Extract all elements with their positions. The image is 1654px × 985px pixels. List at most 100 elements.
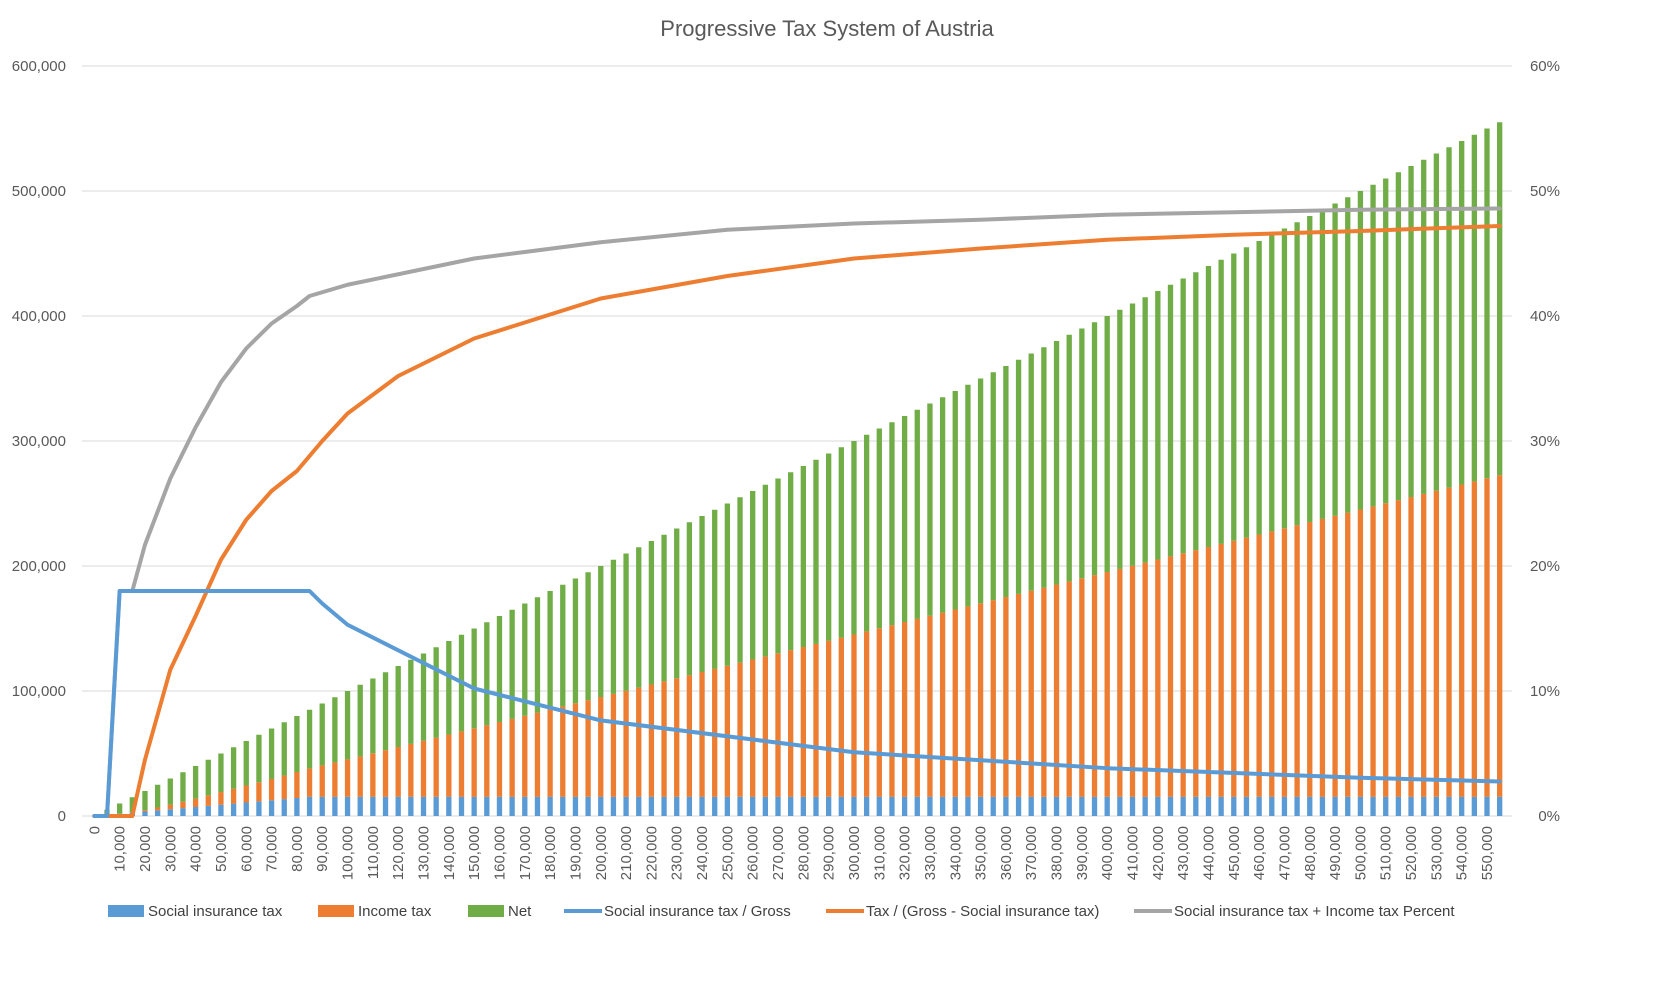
- bar-social-insurance-tax: [1155, 796, 1161, 816]
- bar-net: [116, 803, 123, 814]
- x-tick-label: 390,000: [1074, 826, 1091, 880]
- bar-social-insurance-tax: [1269, 796, 1275, 816]
- bar-net: [1395, 172, 1402, 501]
- x-tick-label: 240,000: [694, 826, 711, 880]
- bar-social-insurance-tax: [560, 796, 566, 816]
- bar-social-insurance-tax: [1117, 796, 1123, 816]
- bar-income-tax: [863, 631, 870, 797]
- bar-social-insurance-tax: [1193, 796, 1199, 816]
- bar-income-tax: [1041, 587, 1047, 797]
- bar-net: [1433, 153, 1440, 491]
- bar-net: [1281, 228, 1288, 529]
- bar-net: [1497, 122, 1503, 476]
- bar-income-tax: [370, 753, 376, 797]
- bar-social-insurance-tax: [1003, 796, 1009, 816]
- bar-social-insurance-tax: [534, 796, 541, 816]
- bar-income-tax: [813, 643, 819, 797]
- bar-income-tax: [952, 609, 958, 797]
- bar-income-tax: [1345, 512, 1351, 797]
- bar-income-tax: [547, 709, 553, 797]
- bar-income-tax: [1332, 515, 1338, 797]
- bar-net: [572, 578, 579, 704]
- bar-social-insurance-tax: [433, 796, 439, 816]
- x-tick-label: 260,000: [745, 826, 762, 880]
- bar-income-tax: [1433, 490, 1440, 797]
- bar-net: [1028, 353, 1034, 591]
- bar-net: [1471, 134, 1478, 482]
- bar-social-insurance-tax: [1383, 796, 1389, 816]
- line-tax-ratio: [92, 224, 1502, 818]
- x-tick-label: 410,000: [1125, 826, 1142, 880]
- bar-income-tax: [1497, 475, 1503, 797]
- bar-net: [344, 691, 351, 760]
- bar-income-tax: [889, 625, 895, 797]
- bar-income-tax: [825, 640, 832, 797]
- y-right-tick-label: 40%: [1530, 308, 1560, 325]
- bar-income-tax: [762, 656, 769, 797]
- x-tick-label: 460,000: [1251, 826, 1268, 880]
- bar-income-tax: [1079, 578, 1085, 797]
- bar-net: [1193, 272, 1199, 551]
- x-tick-label: 110,000: [365, 826, 382, 879]
- bar-net: [1117, 309, 1123, 569]
- x-tick-label: 340,000: [947, 826, 964, 880]
- bar-social-insurance-tax: [370, 796, 376, 816]
- bar-net: [332, 697, 338, 763]
- bar-income-tax: [306, 768, 313, 797]
- bar-social-insurance-tax: [699, 796, 705, 816]
- bar-social-insurance-tax: [1421, 796, 1427, 816]
- bar-income-tax: [1129, 565, 1136, 797]
- bar-net: [1408, 166, 1414, 498]
- bar-social-insurance-tax: [610, 796, 617, 816]
- bar-net: [1269, 234, 1275, 532]
- x-tick-label: 320,000: [897, 826, 914, 880]
- x-tick-label: 230,000: [669, 826, 686, 880]
- bar-social-insurance-tax: [914, 796, 920, 816]
- bar-social-insurance-tax: [686, 796, 693, 816]
- bar-income-tax: [1395, 500, 1402, 797]
- bar-income-tax: [218, 792, 224, 805]
- bar-net: [192, 766, 199, 799]
- bar-net: [1091, 322, 1098, 576]
- bar-social-insurance-tax: [1307, 796, 1313, 816]
- x-tick-label: 370,000: [1023, 826, 1040, 880]
- bar-net: [636, 547, 642, 688]
- bar-social-insurance-tax: [1180, 796, 1186, 816]
- x-tick-label: 70,000: [264, 826, 281, 872]
- bar-social-insurance-tax: [408, 796, 414, 816]
- bar-income-tax: [750, 659, 756, 797]
- bar-social-insurance-tax: [1028, 796, 1034, 816]
- x-tick-label: 130,000: [416, 826, 433, 880]
- legend-swatch: [108, 905, 144, 917]
- x-tick-label: 20,000: [137, 826, 154, 872]
- bar-net: [1446, 147, 1452, 488]
- bar-income-tax: [1091, 575, 1098, 797]
- bar-net: [1421, 159, 1427, 494]
- bar-net: [927, 403, 933, 616]
- bar-income-tax: [686, 675, 693, 797]
- bar-income-tax: [230, 788, 237, 804]
- bar-income-tax: [775, 653, 781, 797]
- bar-net: [268, 728, 275, 779]
- x-tick-label: 120,000: [390, 826, 407, 880]
- bar-social-insurance-tax: [496, 796, 503, 816]
- bar-income-tax: [1231, 540, 1237, 797]
- bar-social-insurance-tax: [1332, 796, 1338, 816]
- bar-income-tax: [1180, 553, 1186, 797]
- bar-income-tax: [838, 637, 844, 797]
- line-total-tax-percent: [92, 206, 1502, 818]
- bar-social-insurance-tax: [509, 796, 515, 816]
- bar-social-insurance-tax: [648, 796, 655, 816]
- bar-net: [1104, 316, 1110, 573]
- bar-social-insurance-tax: [1484, 796, 1490, 816]
- bar-social-insurance-tax: [775, 796, 781, 816]
- bar-social-insurance-tax: [154, 810, 161, 816]
- x-tick-label: 150,000: [466, 826, 483, 880]
- x-tick-label: 60,000: [238, 826, 255, 872]
- y-left-tick-label: 300,000: [12, 433, 66, 450]
- bar-income-tax: [1319, 518, 1326, 797]
- bar-income-tax: [990, 600, 996, 797]
- bar-net: [1155, 291, 1161, 560]
- bar-social-insurance-tax: [1395, 796, 1402, 816]
